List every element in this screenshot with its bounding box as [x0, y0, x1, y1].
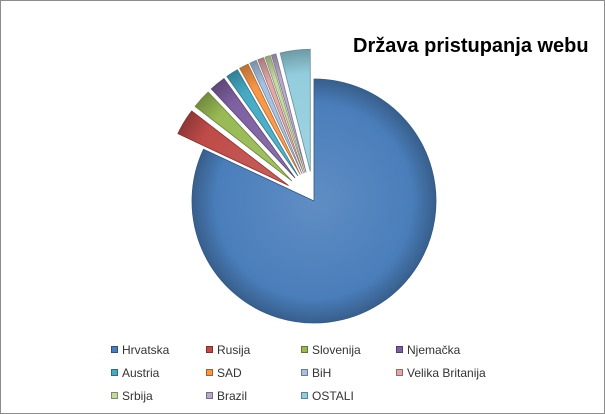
- legend-swatch: [396, 346, 403, 353]
- pie-slice-rusija: [177, 110, 289, 186]
- legend-item: Srbija: [111, 387, 206, 404]
- legend-swatch: [111, 369, 118, 376]
- legend-swatch: [301, 369, 308, 376]
- legend-label: OSTALI: [312, 388, 354, 403]
- legend-item: Brazil: [206, 387, 301, 404]
- legend-item: Austria: [111, 364, 206, 381]
- legend-label: BiH: [312, 365, 332, 380]
- pie-slice-slovenija: [194, 91, 293, 182]
- legend-swatch: [301, 392, 308, 399]
- pie-slice-velika-britanija: [257, 57, 304, 174]
- legend-label: SAD: [217, 365, 242, 380]
- chart-title: Država pristupanja webu: [353, 35, 589, 57]
- pie-slice-ostali: [279, 48, 311, 172]
- legend-swatch: [206, 369, 213, 376]
- legend-item: Njemačka: [396, 341, 546, 358]
- legend-label: Srbija: [122, 388, 153, 403]
- legend-swatch: [206, 392, 213, 399]
- legend-item: Slovenija: [301, 341, 396, 358]
- legend-label: Njemačka: [407, 342, 461, 357]
- pie-slice-sad: [239, 63, 301, 175]
- pie-slice-hrvatska: [191, 78, 437, 324]
- legend-swatch: [111, 392, 118, 399]
- legend-label: Hrvatska: [122, 342, 170, 357]
- legend-label: Rusija: [217, 342, 251, 357]
- legend-swatch: [111, 346, 118, 353]
- legend-item: BiH: [301, 364, 396, 381]
- legend-item: OSTALI: [301, 387, 396, 404]
- legend-swatch: [301, 346, 308, 353]
- legend-label: Slovenija: [312, 342, 361, 357]
- legend-item: SAD: [206, 364, 301, 381]
- legend-item: Hrvatska: [111, 341, 206, 358]
- legend-item: Velika Britanija: [396, 364, 546, 381]
- pie-slice-srbija: [264, 55, 306, 173]
- pie-slice-bih: [249, 59, 303, 174]
- legend-label: Velika Britanija: [407, 365, 486, 380]
- legend: Hrvatska Rusija Slovenija Njemačka Austria SA…: [111, 341, 551, 404]
- pie-slice-brazil: [270, 53, 307, 173]
- legend-swatch: [396, 369, 403, 376]
- pie-slice-austria: [226, 69, 299, 177]
- legend-swatch: [206, 346, 213, 353]
- legend-item: Rusija: [206, 341, 301, 358]
- pie-slices: [177, 48, 437, 324]
- legend-label: Brazil: [217, 388, 248, 403]
- legend-label: Austria: [122, 365, 160, 380]
- pie-slice-njemačka: [210, 78, 296, 179]
